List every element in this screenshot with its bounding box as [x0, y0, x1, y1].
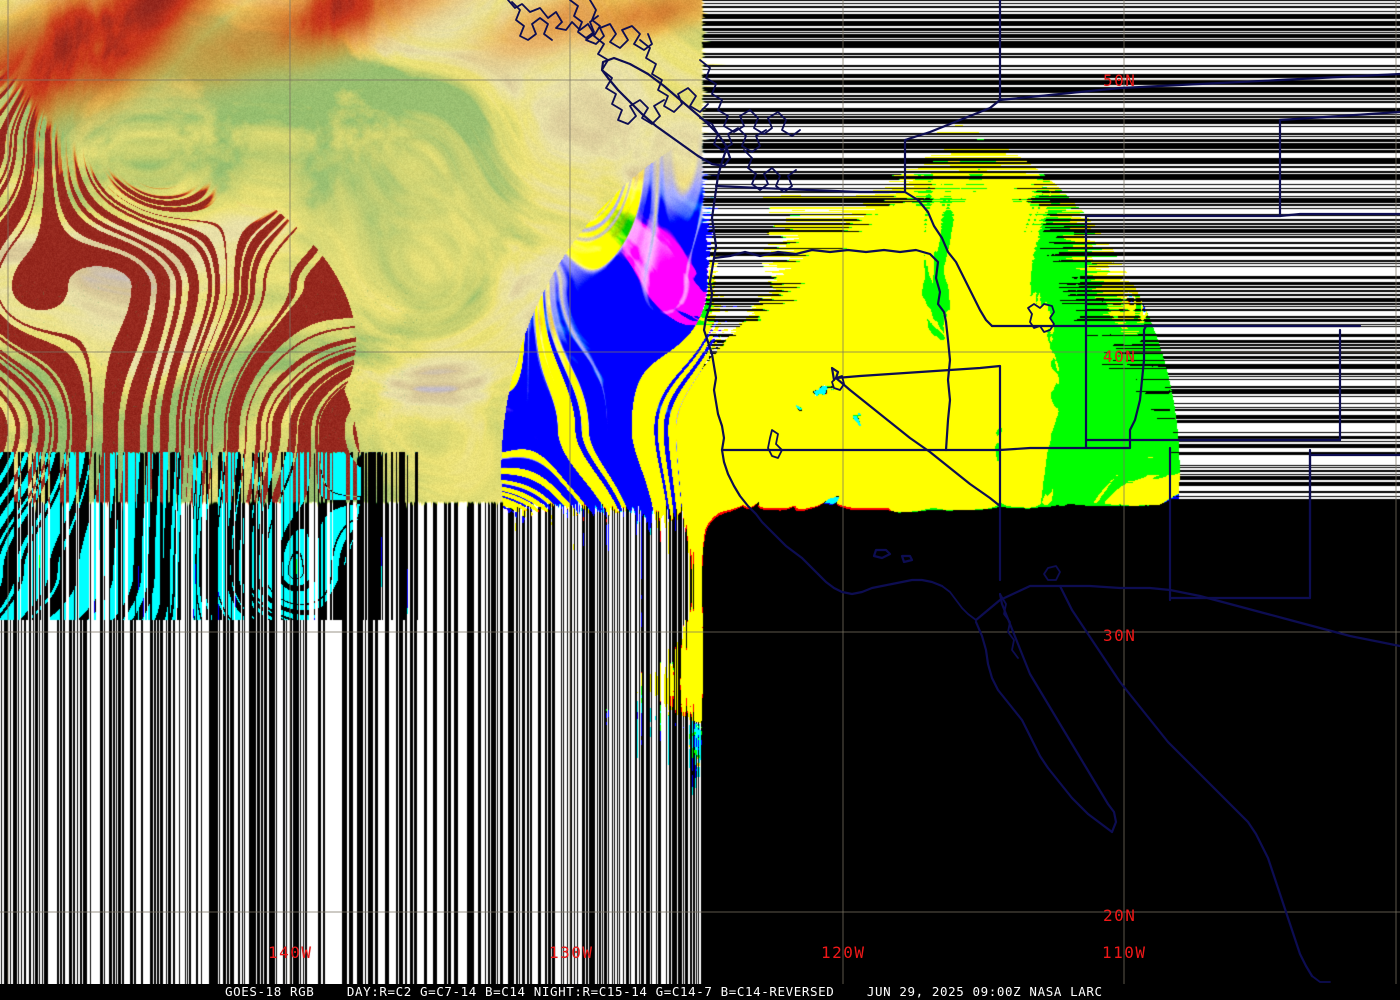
caption-text: GOES-18 RGB DAY:R=C2 G=C7-14 B=C14 NIGHT…: [225, 984, 1103, 999]
lat-label-20n: 20N: [1103, 906, 1137, 925]
lon-label-110w: 110W: [1102, 943, 1147, 962]
lon-label-120w: 120W: [821, 943, 866, 962]
caption-bar: GOES-18 RGB DAY:R=C2 G=C7-14 B=C14 NIGHT…: [0, 984, 1400, 1000]
lat-label-40n: 40N: [1103, 347, 1137, 366]
lon-label-130w: 130W: [549, 943, 594, 962]
lat-label-50n: 50N: [1103, 71, 1137, 90]
lon-label-140w: 140W: [268, 943, 313, 962]
lat-label-30n: 30N: [1103, 626, 1137, 645]
